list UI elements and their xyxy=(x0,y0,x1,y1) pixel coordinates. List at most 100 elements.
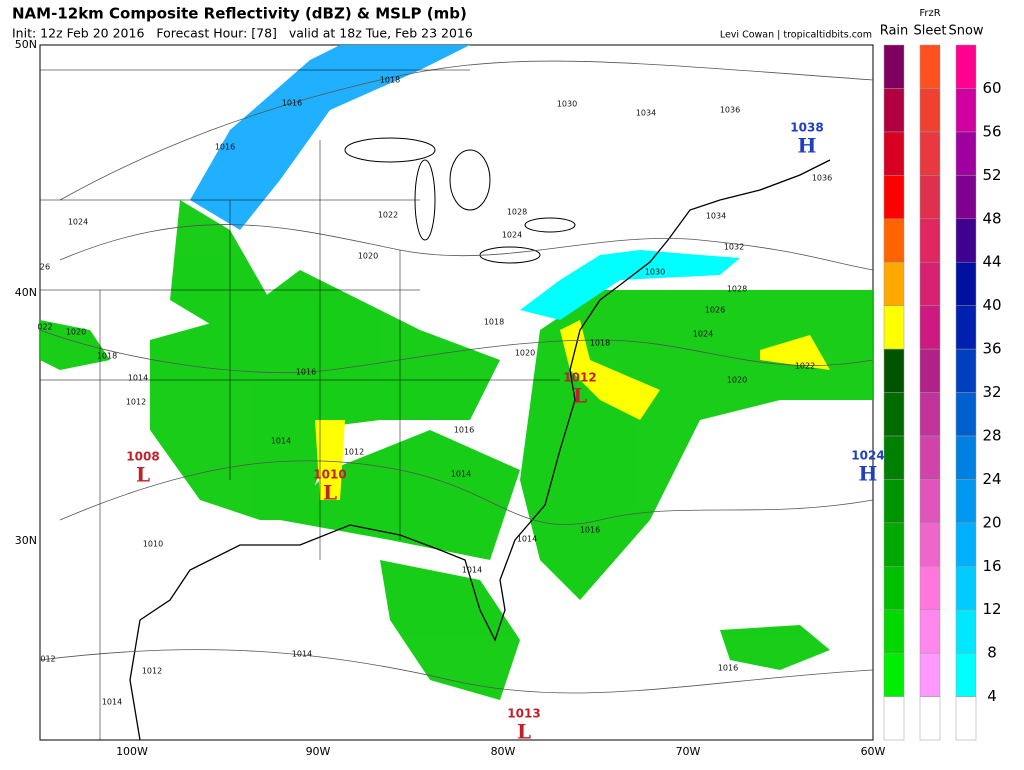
isobar-label: 1030 xyxy=(557,100,577,109)
legend-swatch xyxy=(955,261,977,306)
legend-tick: 16 xyxy=(982,557,1001,575)
lon-label: 60W xyxy=(861,745,886,758)
credit: Levi Cowan | tropicaltidbits.com xyxy=(720,30,872,41)
map-area xyxy=(39,44,874,741)
isobar-label: 1018 xyxy=(97,352,117,361)
map-title: NAM-12km Composite Reflectivity (dBZ) & … xyxy=(12,5,467,23)
center-value: 1024 xyxy=(851,449,884,463)
isobar-label: 1014 xyxy=(128,374,148,383)
lon-label: 80W xyxy=(491,745,516,758)
legend-tick: 36 xyxy=(982,340,1001,358)
isobar-label: 1016 xyxy=(580,526,600,535)
isobar-label: 1034 xyxy=(636,109,656,118)
legend-tick: 48 xyxy=(982,209,1001,227)
isobar-label: 1014 xyxy=(462,566,482,575)
center-letter: L xyxy=(136,463,150,487)
isobar-label: 1024 xyxy=(68,218,88,227)
center-value: 1012 xyxy=(563,371,596,385)
isobar-label: 1016 xyxy=(282,99,302,108)
isobar-label: 022 xyxy=(37,323,52,332)
isobar-label: 1036 xyxy=(812,174,832,183)
legend-swatch xyxy=(955,696,977,741)
legend-tick: 32 xyxy=(982,383,1001,401)
legend-swatch xyxy=(955,88,977,133)
lat-label: 50N xyxy=(15,38,37,51)
isobar-label: 1022 xyxy=(378,211,398,220)
legend-tick: 52 xyxy=(982,166,1001,184)
isobar-label: 1014 xyxy=(102,698,122,707)
isobar-label: 26 xyxy=(40,263,50,272)
isobar-label: 1014 xyxy=(451,470,471,479)
map-subtitle: Init: 12z Feb 20 2016 Forecast Hour: [78… xyxy=(12,26,473,41)
legend-tick: 4 xyxy=(987,687,997,705)
isobar-label: 1016 xyxy=(296,368,316,377)
isobar-label: 1018 xyxy=(590,339,610,348)
legend-swatch xyxy=(883,44,905,89)
legend-swatch xyxy=(955,175,977,219)
isobar-label: 1012 xyxy=(142,667,162,676)
precip xyxy=(40,200,873,700)
isobar-label: 1028 xyxy=(727,285,747,294)
legend-swatch xyxy=(919,566,941,610)
legend-swatch xyxy=(883,88,905,133)
center-value: 1010 xyxy=(313,468,346,482)
isobar-label: 1032 xyxy=(724,243,744,252)
legend-swatch xyxy=(919,609,941,654)
legend-swatch xyxy=(955,522,977,567)
legend-swatch xyxy=(955,435,977,480)
isobar-label: 1010 xyxy=(143,540,163,549)
legend-header: FrzR xyxy=(919,8,940,19)
lon-label: 100W xyxy=(116,745,148,758)
legend-header: Sleet xyxy=(914,24,947,39)
lon-label: 70W xyxy=(676,745,701,758)
legend-tick: 8 xyxy=(987,644,997,662)
isobar-label: 1018 xyxy=(380,76,400,85)
legend-swatch xyxy=(883,696,905,741)
isobar-label: 1012 xyxy=(344,448,364,457)
legend-swatch xyxy=(883,305,905,350)
isobars xyxy=(39,60,874,694)
isobar-label: 1014 xyxy=(292,650,312,659)
isobar-label: 1016 xyxy=(718,664,738,673)
legend-swatch xyxy=(955,479,977,524)
heavy-precip xyxy=(315,320,830,500)
legend-swatch xyxy=(883,392,905,437)
legend-swatch xyxy=(883,348,905,393)
isobar-label: 1026 xyxy=(705,306,725,315)
legend-swatch xyxy=(919,348,941,393)
lon-label: 90W xyxy=(306,745,331,758)
isobar-label: 1014 xyxy=(517,535,537,544)
center-value: 1013 xyxy=(507,707,540,721)
isobar-label: 012 xyxy=(40,655,55,664)
coastline xyxy=(129,159,831,741)
legend-swatch xyxy=(883,261,905,306)
legend-tick: 20 xyxy=(982,513,1001,531)
center-letter: H xyxy=(798,134,817,158)
isobar-label: 1020 xyxy=(727,376,747,385)
isobar-label: 1016 xyxy=(215,143,235,152)
center-value: 1038 xyxy=(790,121,823,135)
legend-swatch xyxy=(955,131,977,176)
lat-label: 30N xyxy=(15,534,37,547)
isobar-label: 1012 xyxy=(126,398,146,407)
legend-swatch xyxy=(955,392,977,437)
legend-swatch xyxy=(955,609,977,654)
isobar-label: 1014 xyxy=(271,437,291,446)
legend-tick: 24 xyxy=(982,470,1001,488)
isobar-label: 1020 xyxy=(515,349,535,358)
center-letter: L xyxy=(573,384,587,408)
isobar-label: 1024 xyxy=(502,231,522,240)
legend-swatch xyxy=(883,175,905,219)
legend-swatch xyxy=(919,261,941,306)
legend-swatch xyxy=(955,566,977,610)
legend-tick: 56 xyxy=(982,122,1001,140)
legend-swatch xyxy=(919,131,941,176)
legend-swatch xyxy=(955,44,977,89)
legend-swatch xyxy=(919,88,941,133)
legend-swatch xyxy=(919,696,941,741)
legend-swatch xyxy=(883,131,905,176)
legend-swatch xyxy=(955,652,977,697)
legend-swatch xyxy=(919,44,941,89)
legend-swatch xyxy=(919,435,941,480)
